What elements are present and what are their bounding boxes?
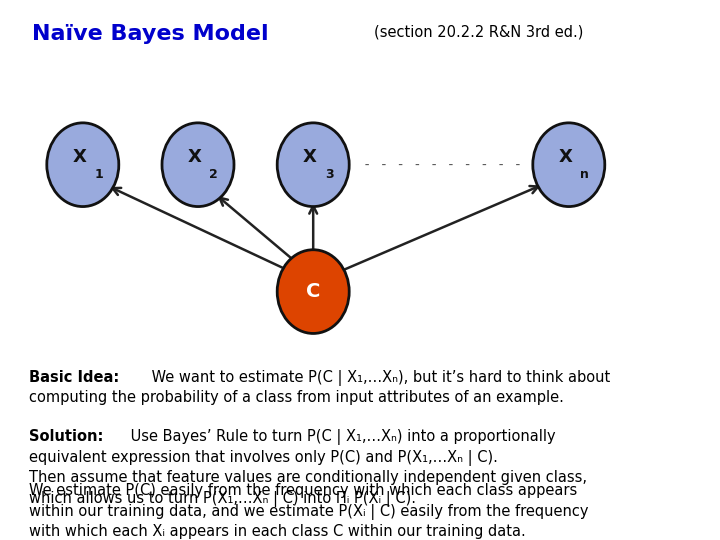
Text: X: X [187,147,202,166]
Text: 3: 3 [325,168,333,181]
Ellipse shape [277,249,349,333]
Text: Use Bayes’ Rule to turn P(C | X₁,…Xₙ) into a proportionally: Use Bayes’ Rule to turn P(C | X₁,…Xₙ) in… [126,429,556,445]
Ellipse shape [47,123,119,207]
Text: (section 20.2.2 R&N 3rd ed.): (section 20.2.2 R&N 3rd ed.) [374,24,584,39]
Text: Then assume that feature values are conditionally independent given class,: Then assume that feature values are cond… [29,470,587,485]
Text: with which each Xᵢ appears in each class C within our training data.: with which each Xᵢ appears in each class… [29,524,526,539]
Text: n: n [580,168,589,181]
Text: computing the probability of a class from input attributes of an example.: computing the probability of a class fro… [29,390,564,406]
Text: - - - - - - - - - -: - - - - - - - - - - [363,158,523,172]
Text: We estimate P(C) easily from the frequency with which each class appears: We estimate P(C) easily from the frequen… [29,483,577,498]
Text: X: X [302,147,317,166]
Ellipse shape [162,123,234,207]
Text: We want to estimate P(C | X₁,…Xₙ), but it’s hard to think about: We want to estimate P(C | X₁,…Xₙ), but i… [147,370,610,386]
Text: within our training data, and we estimate P(Xᵢ | C) easily from the frequency: within our training data, and we estimat… [29,504,588,520]
Text: 2: 2 [210,168,218,181]
Text: Solution:: Solution: [29,429,103,444]
Text: C: C [306,282,320,301]
Ellipse shape [277,123,349,207]
Ellipse shape [533,123,605,207]
Text: X: X [72,147,86,166]
Text: X: X [558,147,572,166]
Text: Naïve Bayes Model: Naïve Bayes Model [32,24,269,44]
Text: which allows us to turn P(X₁,…Xₙ | C) into Πᵢ P(Xᵢ | C).: which allows us to turn P(X₁,…Xₙ | C) in… [29,491,416,507]
Text: Basic Idea:: Basic Idea: [29,370,119,385]
Text: 1: 1 [94,168,103,181]
Text: equivalent expression that involves only P(C) and P(X₁,…Xₙ | C).: equivalent expression that involves only… [29,450,498,466]
